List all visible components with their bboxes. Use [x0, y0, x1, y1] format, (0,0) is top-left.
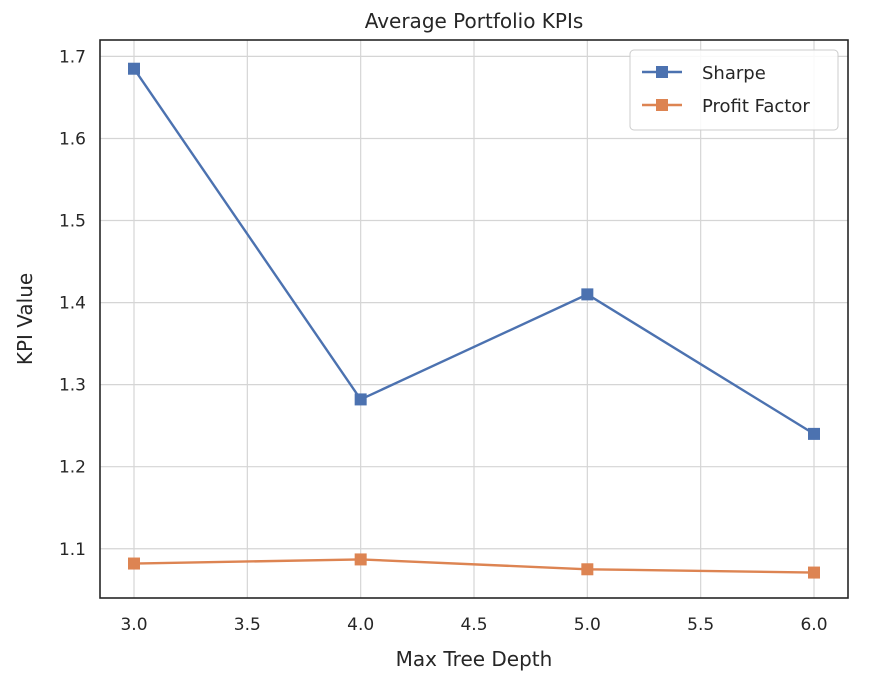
- y-tick-label: 1.6: [59, 129, 86, 149]
- x-tick-label: 4.5: [460, 615, 487, 635]
- data-point: [128, 557, 140, 570]
- y-tick-label: 1.4: [59, 294, 86, 314]
- legend-label: Profit Factor: [702, 96, 810, 117]
- x-tick-label: 5.0: [574, 615, 601, 635]
- data-point: [354, 553, 367, 566]
- data-point: [581, 288, 594, 301]
- data-point: [808, 427, 820, 440]
- x-axis-label: Max Tree Depth: [396, 647, 553, 671]
- x-tick-label: 3.5: [234, 615, 261, 635]
- legend-label: Sharpe: [702, 63, 766, 84]
- legend-swatch-marker: [656, 99, 668, 111]
- legend: Sharpe Profit Factor: [629, 49, 839, 131]
- y-tick-label: 1.7: [59, 47, 86, 67]
- x-tick-label: 4.0: [347, 615, 374, 635]
- x-tick-label: 5.5: [687, 615, 714, 635]
- data-point: [808, 566, 820, 579]
- series-line: [133, 68, 815, 435]
- y-tick-label: 1.2: [59, 458, 86, 478]
- y-tick-label: 1.5: [59, 212, 86, 232]
- y-tick-label: 1.3: [59, 376, 86, 396]
- x-tick-label: 6.0: [800, 615, 827, 635]
- chart-title: Average Portfolio KPIs: [365, 9, 584, 33]
- y-tick-label: 1.1: [59, 540, 86, 560]
- legend-frame: [629, 49, 839, 131]
- series-group: [128, 62, 820, 579]
- x-tick-label: 3.0: [120, 615, 147, 635]
- data-point: [354, 393, 367, 406]
- plot-frame: [99, 39, 849, 599]
- legend-swatch-marker: [656, 66, 668, 78]
- data-point: [128, 62, 140, 75]
- series-line: [133, 558, 815, 574]
- y-axis-label: KPI Value: [13, 273, 37, 365]
- data-point: [581, 563, 594, 576]
- y-tick-labels: 1.1 1.2 1.3 1.4 1.5 1.6 1.7: [59, 47, 86, 559]
- x-tick-labels: 3.0 3.5 4.0 4.5 5.0 5.5 6.0: [120, 615, 827, 635]
